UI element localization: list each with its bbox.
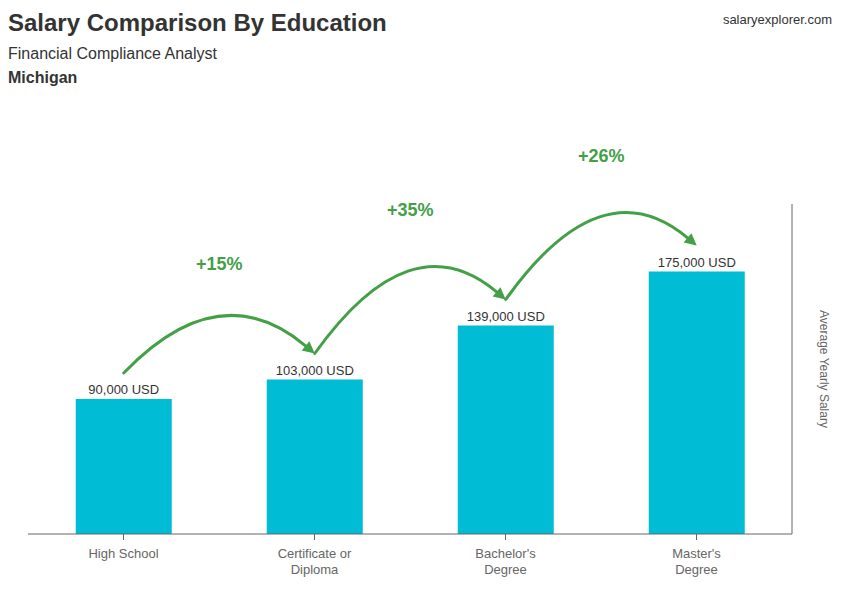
svg-text:139,000 USD: 139,000 USD — [467, 309, 545, 324]
svg-text:Average Yearly Salary: Average Yearly Salary — [817, 310, 831, 428]
svg-text:Certificate orDiploma: Certificate orDiploma — [278, 546, 352, 577]
html-text:Salary Comparison By Education: Salary Comparison By Education — [8, 9, 387, 36]
svg-text:+35%: +35% — [387, 200, 434, 220]
svg-text:90,000 USD: 90,000 USD — [88, 382, 159, 397]
svg-text:High School: High School — [88, 546, 158, 561]
html-text:Michigan: Michigan — [8, 69, 78, 86]
html-text:salaryexplorer.com: salaryexplorer.com — [722, 12, 832, 27]
html-text:Financial Compliance Analyst: Financial Compliance Analyst — [8, 45, 217, 62]
svg-text:103,000 USD: 103,000 USD — [276, 363, 354, 378]
svg-text:175,000 USD: 175,000 USD — [658, 255, 736, 270]
svg-text:Master'sDegree: Master'sDegree — [672, 546, 721, 577]
svg-text:+26%: +26% — [578, 146, 625, 166]
svg-text:Bachelor'sDegree: Bachelor'sDegree — [475, 546, 536, 577]
svg-text:+15%: +15% — [196, 254, 243, 274]
